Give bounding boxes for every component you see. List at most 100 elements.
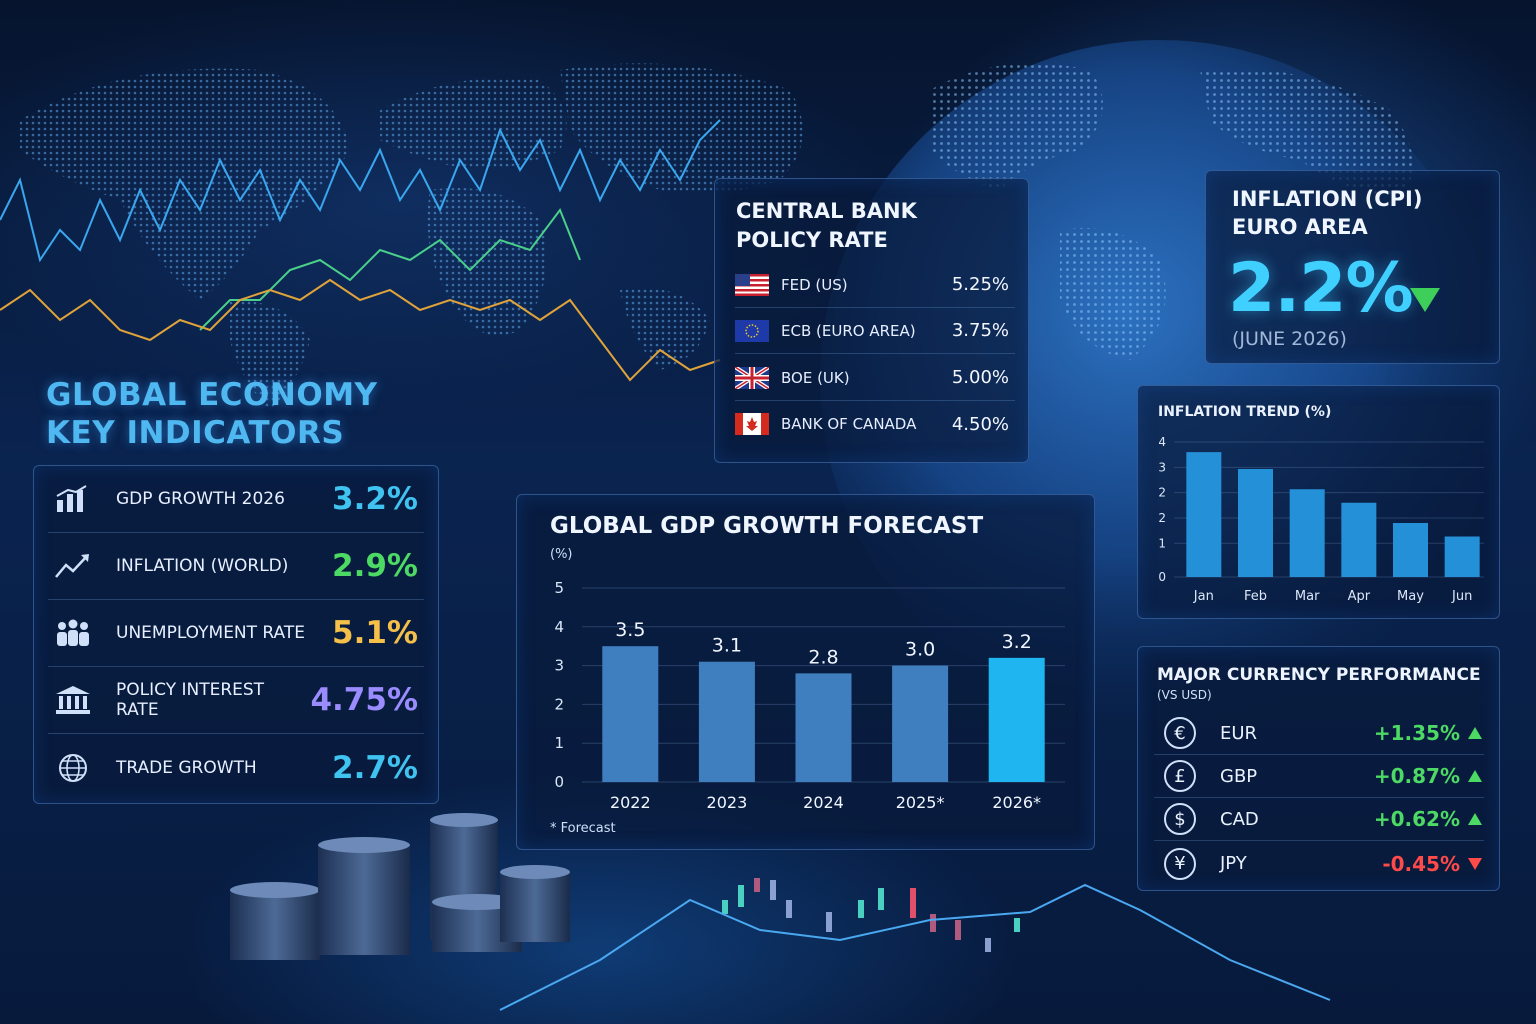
currency-change: +1.35% xyxy=(1373,721,1460,745)
indicator-label: POLICY INTEREST RATE xyxy=(116,680,265,720)
stock-line-amber xyxy=(0,278,721,382)
down-arrow-icon xyxy=(1410,288,1440,312)
cpi-date: (JUNE 2026) xyxy=(1232,328,1347,350)
people-icon xyxy=(54,616,100,650)
cpi-title: INFLATION (CPI) EURO AREA xyxy=(1232,185,1422,241)
bar xyxy=(795,673,852,782)
y-tick-label: 1 xyxy=(1158,536,1166,550)
data-label: 3.5 xyxy=(615,619,645,641)
x-tick-label: Feb xyxy=(1244,589,1267,604)
indicator-value: 4.75% xyxy=(310,682,418,718)
y-tick-label: 2 xyxy=(554,695,564,713)
inflation-trend-chart: 0 1 2 2 3 4 Jan Feb Mar Apr May Jun xyxy=(1158,435,1484,604)
trend-up-icon xyxy=(54,549,100,583)
indicator-value: 2.9% xyxy=(332,548,418,584)
x-tick-label: 2024 xyxy=(803,793,844,812)
x-tick-label: May xyxy=(1397,589,1424,604)
y-tick-label: 0 xyxy=(1158,570,1166,584)
indicator-label: GDP GROWTH 2026 xyxy=(116,489,285,509)
stock-line-blue xyxy=(0,119,721,263)
central-bank-title: CENTRAL BANK POLICY RATE xyxy=(736,197,917,255)
bank-row-boc: BANK OF CANADA 4.50% xyxy=(735,401,1015,447)
page-headline: GLOBAL ECONOMY KEY INDICATORS xyxy=(46,376,378,452)
stock-line-green xyxy=(199,207,581,331)
currency-row-eur: € EUR +1.35% xyxy=(1154,712,1484,755)
headline-line-2: KEY INDICATORS xyxy=(46,415,345,451)
bar xyxy=(1393,523,1428,577)
world-map-graphic xyxy=(20,63,803,410)
bank-rate: 5.25% xyxy=(951,274,1009,295)
currency-subtitle: (VS USD) xyxy=(1157,688,1212,702)
up-triangle-icon xyxy=(1468,813,1482,825)
eu-flag-icon xyxy=(735,319,769,342)
indicator-value: 3.2% xyxy=(332,481,418,517)
x-tick-label: Mar xyxy=(1295,589,1320,604)
x-tick-label: 2025* xyxy=(896,793,945,812)
indicator-row-policy-rate: POLICY INTEREST RATE 4.75% xyxy=(48,667,424,734)
indicator-row-inflation: INFLATION (WORLD) 2.9% xyxy=(48,533,424,600)
bank-icon xyxy=(54,683,100,717)
currency-row-gbp: £ GBP +0.87% xyxy=(1154,755,1484,798)
bar xyxy=(1186,452,1222,577)
gdp-chart-unit: (%) xyxy=(550,547,573,562)
currency-title: MAJOR CURRENCY PERFORMANCE xyxy=(1157,665,1481,685)
bar xyxy=(1444,536,1480,577)
currency-change: +0.62% xyxy=(1373,807,1460,831)
currency-change: +0.87% xyxy=(1373,764,1460,788)
bank-row-boe: BOE (UK) 5.00% xyxy=(735,355,1015,401)
indicator-label: TRADE GROWTH xyxy=(116,757,257,778)
bank-rate: 4.50% xyxy=(951,413,1009,435)
currency-code: JPY xyxy=(1220,853,1247,874)
us-flag-icon xyxy=(735,273,769,296)
bank-name: BOE (UK) xyxy=(781,368,850,387)
gdp-forecast-panel: GLOBAL GDP GROWTH FORECAST (%) 0 1 2 3 4 5 3.5… xyxy=(516,494,1095,850)
inflation-cpi-panel: INFLATION (CPI) EURO AREA 2.2% (JUNE 202… xyxy=(1205,170,1500,364)
coin-stacks-graphic xyxy=(230,813,570,960)
indicator-label: INFLATION (WORLD) xyxy=(116,556,289,576)
globe-icon xyxy=(54,751,100,785)
inflation-trend-panel: INFLATION TREND (%) 0 1 2 2 3 4 Jan Feb Mar Apr Ma… xyxy=(1137,385,1500,619)
y-tick-label: 3 xyxy=(1158,460,1166,474)
currency-row-cad: $ CAD +0.62% xyxy=(1154,798,1484,841)
bar xyxy=(698,661,755,782)
gdp-chart-note: * Forecast xyxy=(550,821,616,836)
globe-continents xyxy=(930,63,1413,360)
y-tick-label: 4 xyxy=(1158,435,1166,449)
currency-code: EUR xyxy=(1220,722,1258,744)
x-tick-label: Apr xyxy=(1348,589,1371,604)
up-triangle-icon xyxy=(1468,727,1482,739)
bottom-trend-line xyxy=(499,883,1331,1011)
x-tick-label: Jun xyxy=(1451,589,1472,604)
headline-line-1: GLOBAL ECONOMY xyxy=(46,377,378,413)
bar xyxy=(988,657,1045,782)
indicator-label: UNEMPLOYMENT RATE xyxy=(116,623,305,643)
y-tick-label: 2 xyxy=(1158,486,1166,500)
central-bank-title-line-2: POLICY RATE xyxy=(736,228,888,252)
cpi-title-line-1: INFLATION (CPI) xyxy=(1232,187,1423,211)
uk-flag-icon xyxy=(735,366,769,389)
bar-chart-icon xyxy=(54,482,100,516)
down-triangle-icon xyxy=(1468,857,1482,870)
cpi-title-line-2: EURO AREA xyxy=(1232,215,1368,239)
currency-performance-panel: MAJOR CURRENCY PERFORMANCE (VS USD) € EU… xyxy=(1137,646,1500,891)
y-tick-label: 2 xyxy=(1158,511,1166,525)
indicator-row-trade: TRADE GROWTH 2.7% xyxy=(48,734,424,801)
indicator-row-unemployment: UNEMPLOYMENT RATE 5.1% xyxy=(48,600,424,667)
central-bank-panel: CENTRAL BANK POLICY RATE FED (US) 5.25% … xyxy=(714,178,1029,463)
gdp-chart-title: GLOBAL GDP GROWTH FORECAST xyxy=(550,513,984,539)
x-tick-label: 2026* xyxy=(992,793,1041,812)
cpi-value: 2.2% xyxy=(1228,249,1414,328)
data-label: 3.1 xyxy=(712,635,742,657)
x-tick-label: 2022 xyxy=(610,793,651,812)
indicator-value: 2.7% xyxy=(332,749,418,786)
indicator-value: 5.1% xyxy=(332,615,418,651)
indicator-row-gdp: GDP GROWTH 2026 3.2% xyxy=(48,466,424,533)
y-tick-label: 4 xyxy=(554,618,564,636)
bar xyxy=(1341,502,1377,577)
currency-change: -0.45% xyxy=(1382,851,1460,876)
data-label: 3.0 xyxy=(905,639,935,661)
currency-code: GBP xyxy=(1220,765,1258,787)
bar xyxy=(1238,469,1273,577)
bank-name: BANK OF CANADA xyxy=(781,415,917,433)
candlestick-graphic xyxy=(722,878,1020,952)
